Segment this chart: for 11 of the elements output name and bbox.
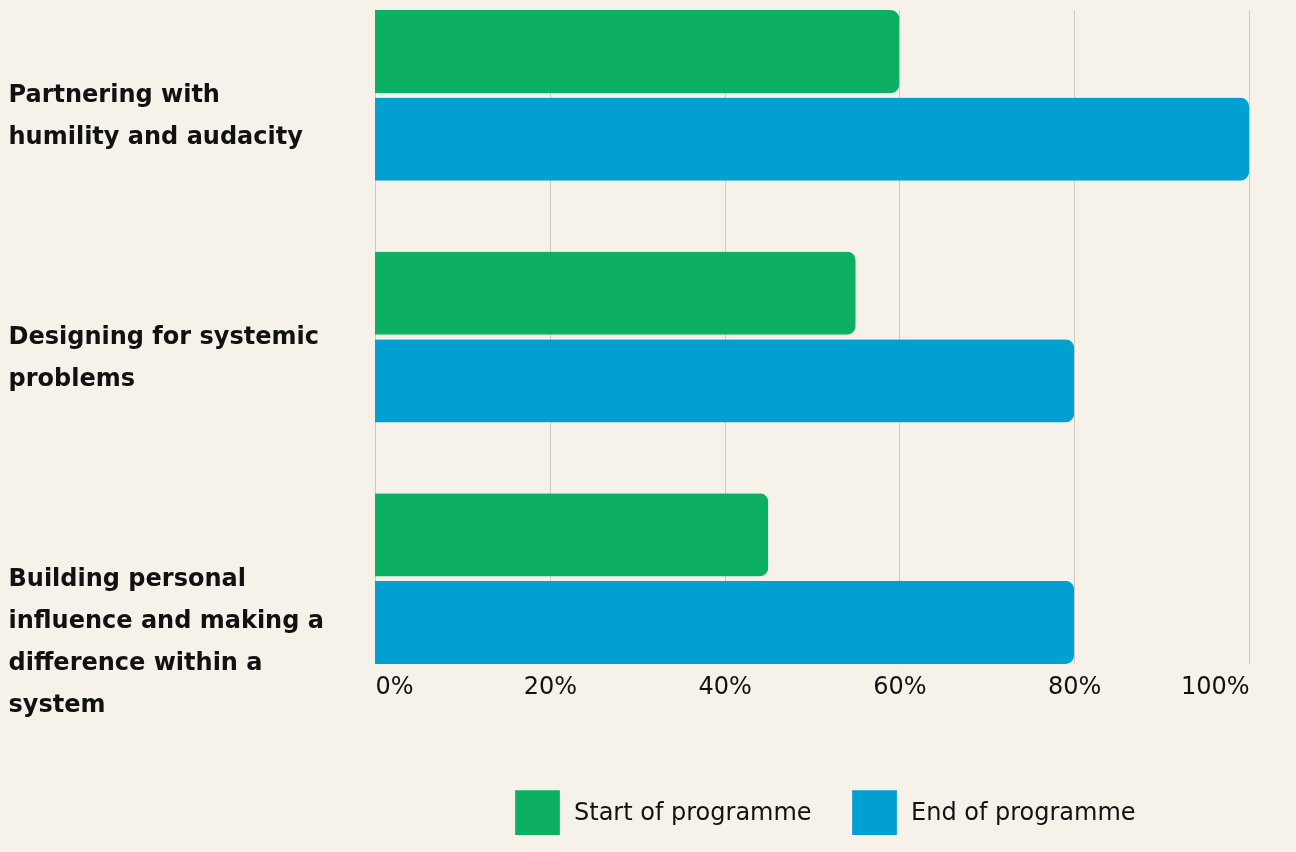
x-tick-label: 0%	[375, 671, 414, 700]
y-tick-label: Designing for systemic problems	[8, 322, 319, 392]
y-tick-label: Partnering with humility and audacity	[8, 80, 304, 151]
x-tick-label: 40%	[698, 671, 752, 700]
x-tick-label: 80%	[1048, 671, 1102, 700]
x-tick-label: 60%	[873, 671, 927, 700]
x-tick-label: 20%	[523, 671, 577, 700]
legend-label: Start of programme	[574, 797, 812, 826]
legend-label: End of programme	[911, 797, 1136, 826]
y-tick-label: Building personal influence and making a difference within a system	[8, 563, 324, 718]
x-tick-label: 100%	[1180, 671, 1250, 700]
